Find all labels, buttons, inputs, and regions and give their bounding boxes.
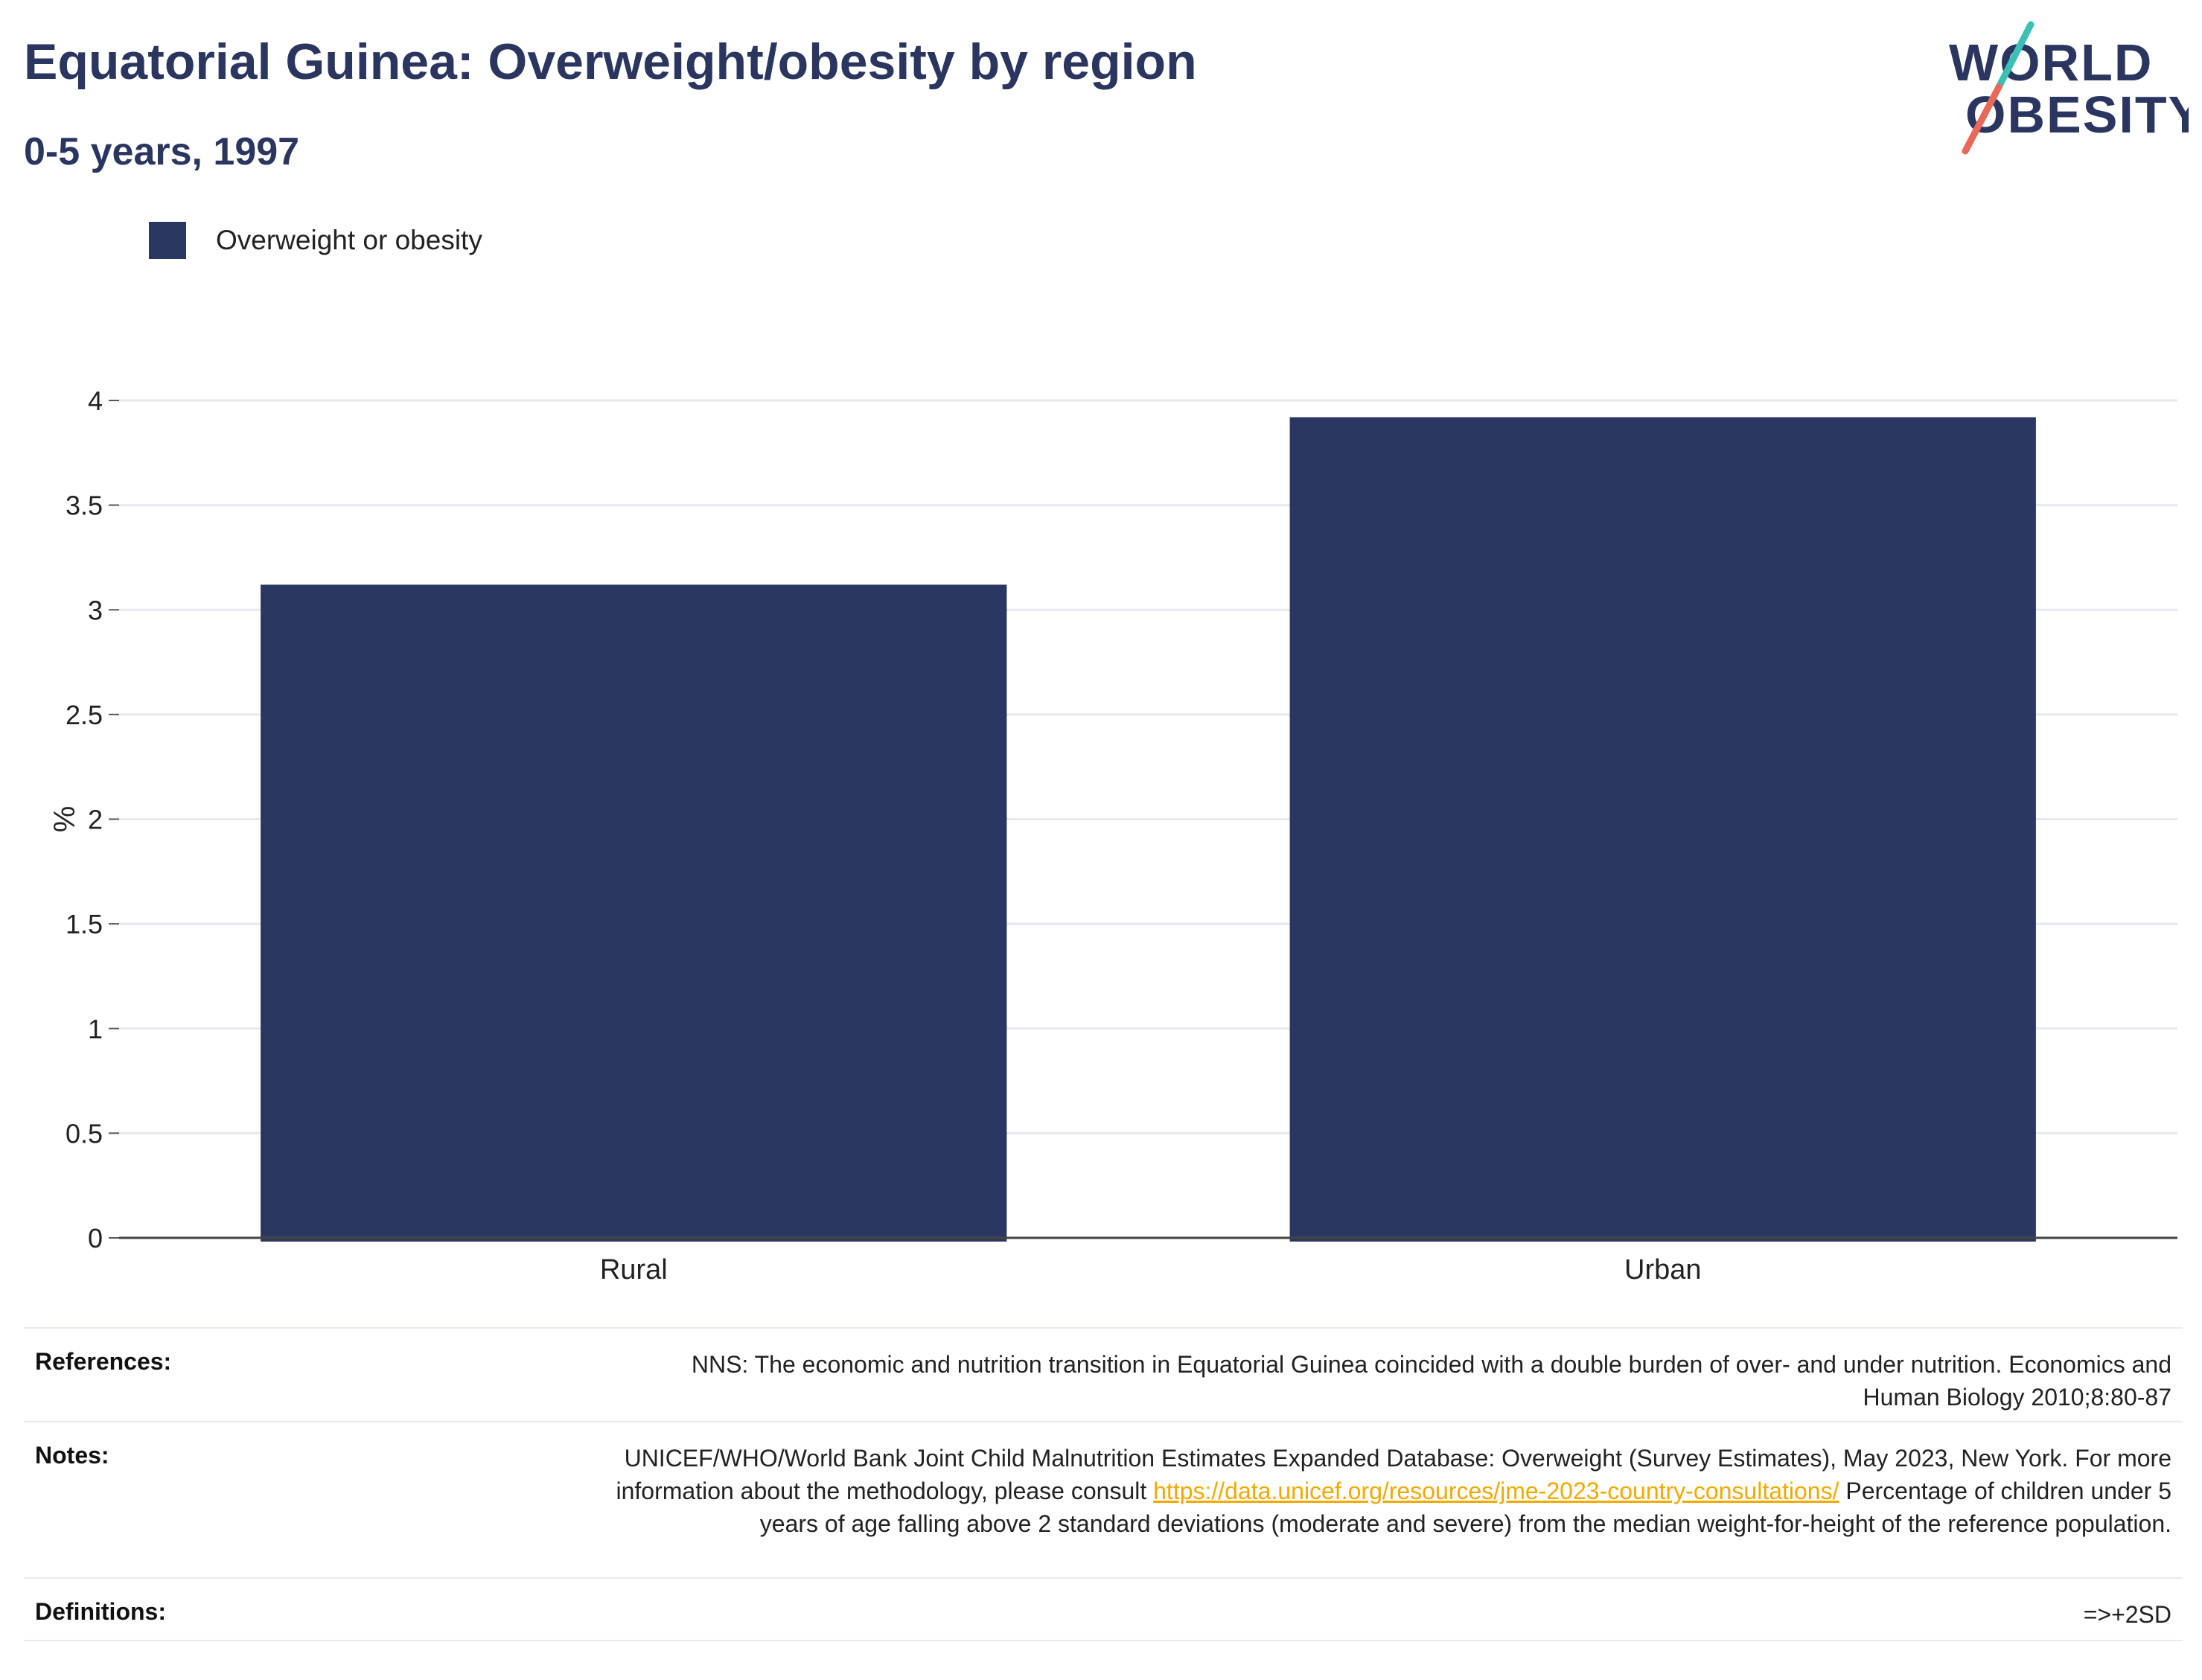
references-label: References: xyxy=(35,1348,172,1375)
bar-urban xyxy=(1289,417,2036,1242)
logo-slash-coral xyxy=(1962,83,2002,155)
chart-title: Equatorial Guinea: Overweight/obesity by… xyxy=(24,33,1197,90)
bar-chart: 0 0.5 1 1.5 2 2.5 3 3.5 4% Rural Urban xyxy=(47,386,2177,1285)
y-tick-label: 3.5 xyxy=(66,491,103,521)
legend-label: Overweight or obesity xyxy=(216,225,482,255)
world-obesity-logo: WORLD OBESITY xyxy=(1949,21,2189,155)
y-tick-label: 2 xyxy=(88,805,103,835)
y-tick-label: 2.5 xyxy=(66,700,103,730)
definitions-label: Definitions: xyxy=(35,1598,166,1625)
definitions-text: =>+2SD xyxy=(2083,1601,2171,1628)
notes-text-before: UNICEF/WHO/World Bank Joint Child Malnut… xyxy=(616,1445,2171,1504)
logo-text-obesity: OBESITY xyxy=(1965,86,2189,144)
y-tick-label: 1.5 xyxy=(66,909,103,939)
y-axis-title: % xyxy=(47,806,80,833)
chart-legend: Overweight or obesity xyxy=(149,222,482,259)
definitions-row: Definitions: =>+2SD xyxy=(24,1579,2183,1641)
notes-text: UNICEF/WHO/World Bank Joint Child Malnut… xyxy=(608,1442,2171,1540)
logo-text-world: WORLD xyxy=(1949,33,2153,92)
x-tick-label: Rural xyxy=(600,1254,668,1285)
logo-slash-teal xyxy=(1995,21,2035,91)
y-tick-label: 0 xyxy=(88,1223,103,1253)
y-tick-label: 3 xyxy=(88,595,103,625)
y-tick-label: 0.5 xyxy=(66,1118,103,1149)
bar-rural xyxy=(261,584,1007,1242)
chart-subtitle: 0-5 years, 1997 xyxy=(24,130,300,173)
methodology-link[interactable]: https://data.unicef.org/resources/jme-20… xyxy=(1153,1478,1839,1504)
x-tick-label: Urban xyxy=(1624,1254,1702,1285)
notes-label: Notes: xyxy=(35,1442,109,1469)
references-row: References: NNS: The economic and nutrit… xyxy=(24,1329,2183,1422)
legend-swatch xyxy=(149,222,186,259)
y-tick-label: 1 xyxy=(88,1014,103,1044)
y-tick-label: 4 xyxy=(88,386,103,416)
notes-row: Notes: UNICEF/WHO/World Bank Joint Child… xyxy=(24,1422,2183,1579)
notes-text-after: Percentage of children under 5 years of … xyxy=(759,1478,2171,1537)
references-text: NNS: The economic and nutrition transiti… xyxy=(691,1351,2171,1411)
notes-table: References: NNS: The economic and nutrit… xyxy=(24,1327,2183,1641)
